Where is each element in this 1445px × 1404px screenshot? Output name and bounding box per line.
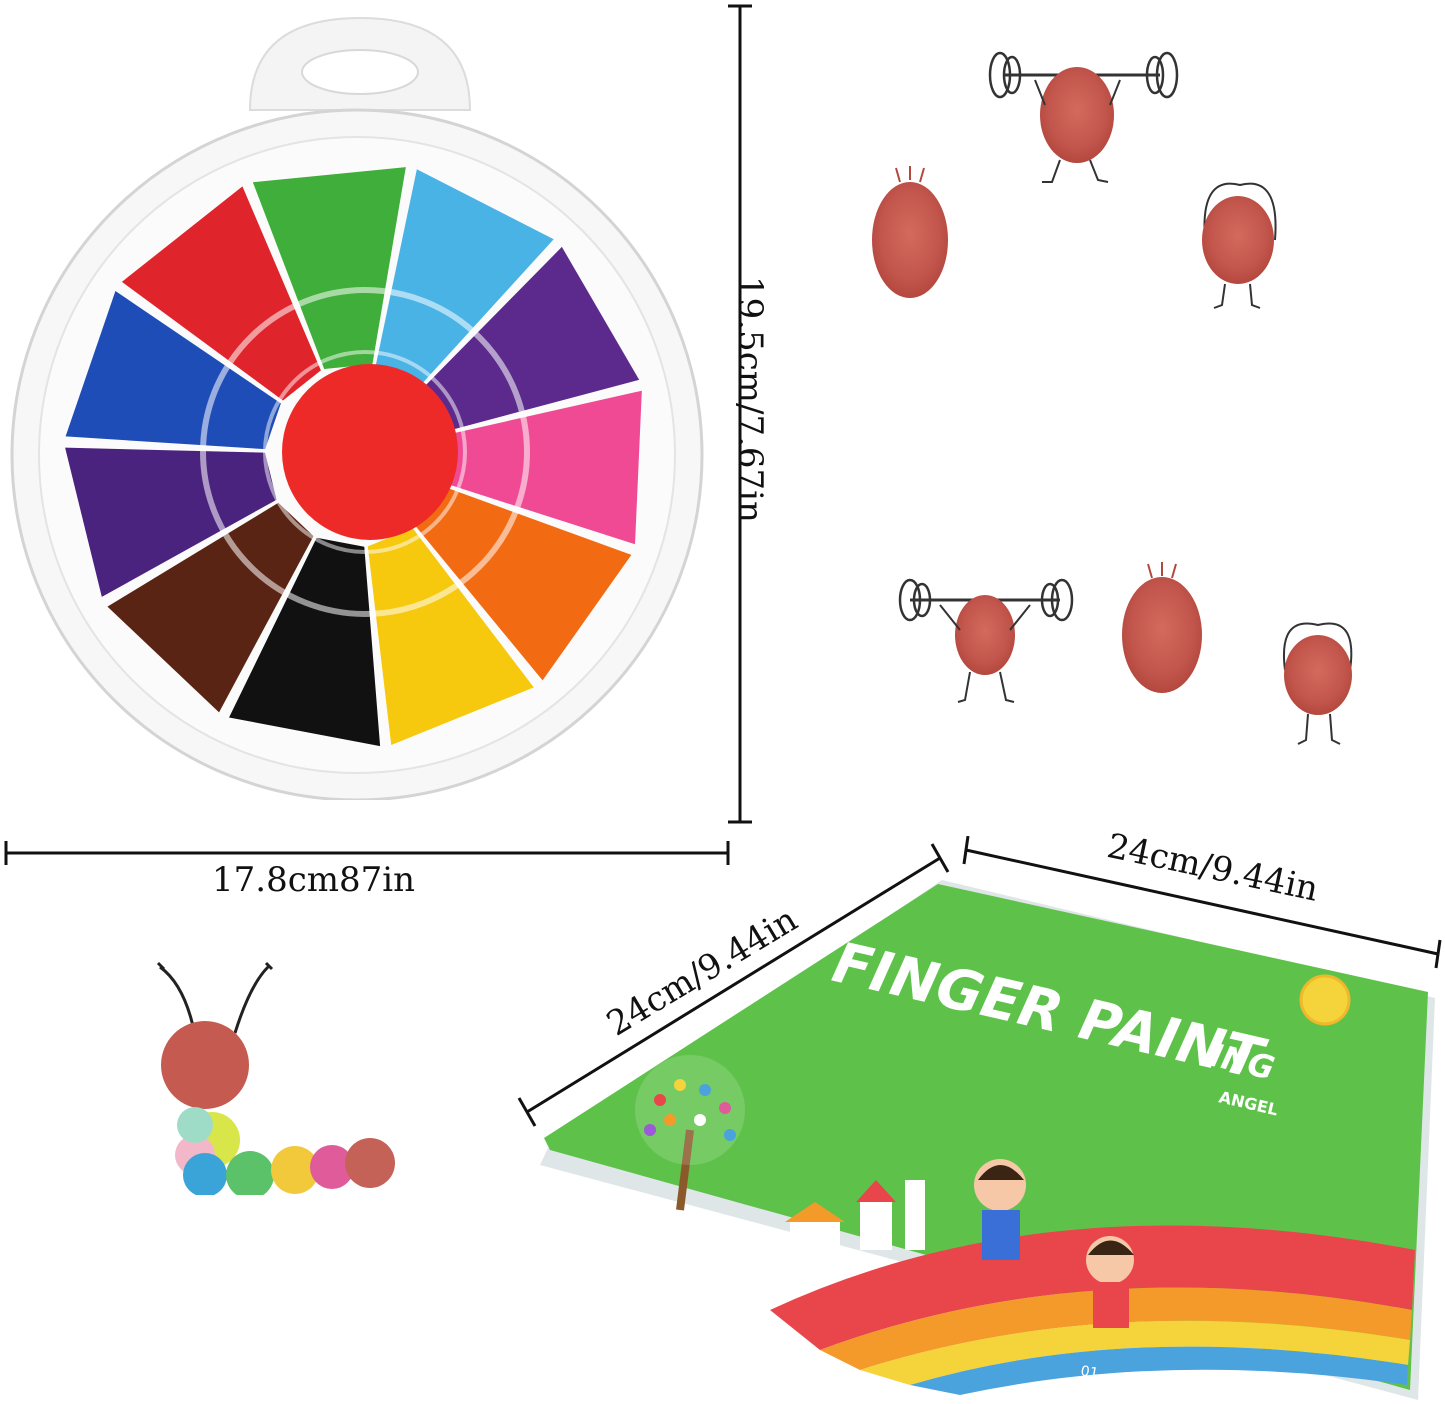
ink-pad xyxy=(0,0,720,800)
book-left-dimension-line xyxy=(517,843,950,1127)
jump-rope-icon xyxy=(1283,622,1353,745)
thumbprint-icon xyxy=(872,166,948,298)
ink-segment xyxy=(444,390,642,545)
ink-pad-icon xyxy=(10,16,704,800)
height-dimension-line xyxy=(725,4,755,824)
finger-painting-book: FINGER PAINT ING ANGEL 01 xyxy=(540,880,1435,1400)
ink-segment xyxy=(367,528,534,745)
kids-icon xyxy=(974,1159,1134,1328)
ink-segment xyxy=(107,502,314,713)
weightlifter-icon xyxy=(988,51,1179,183)
houses-icon xyxy=(785,1180,925,1256)
rainbow-icon xyxy=(770,1225,1415,1395)
ink-segment xyxy=(65,447,277,597)
ink-segment xyxy=(375,169,554,388)
book-top-dimension-line xyxy=(962,836,1442,969)
ink-segments xyxy=(65,167,642,747)
ink-segment xyxy=(252,167,406,370)
thumbprint-figures-top xyxy=(872,51,1277,309)
thumbprint-icon xyxy=(1122,562,1202,693)
ink-segment xyxy=(415,486,632,681)
pad-height-label: 19.5cm/7.67in xyxy=(730,276,770,523)
tree-icon xyxy=(635,1055,745,1211)
book-page-number: 01 xyxy=(1079,1363,1099,1382)
thumbprint-figures-bottom xyxy=(898,562,1353,745)
weightlifter-icon xyxy=(898,578,1074,703)
sun-icon xyxy=(1299,974,1351,1026)
pad-width-label: 17.8cm87in xyxy=(212,860,416,900)
center-ink-well xyxy=(282,364,458,540)
ink-segment xyxy=(229,537,381,747)
width-dimension-line xyxy=(4,838,730,868)
jump-rope-icon xyxy=(1202,182,1277,309)
ink-segment xyxy=(121,186,321,401)
ink-segment xyxy=(421,246,640,432)
caterpillar-icon xyxy=(156,961,395,1195)
ink-segment xyxy=(65,290,281,450)
